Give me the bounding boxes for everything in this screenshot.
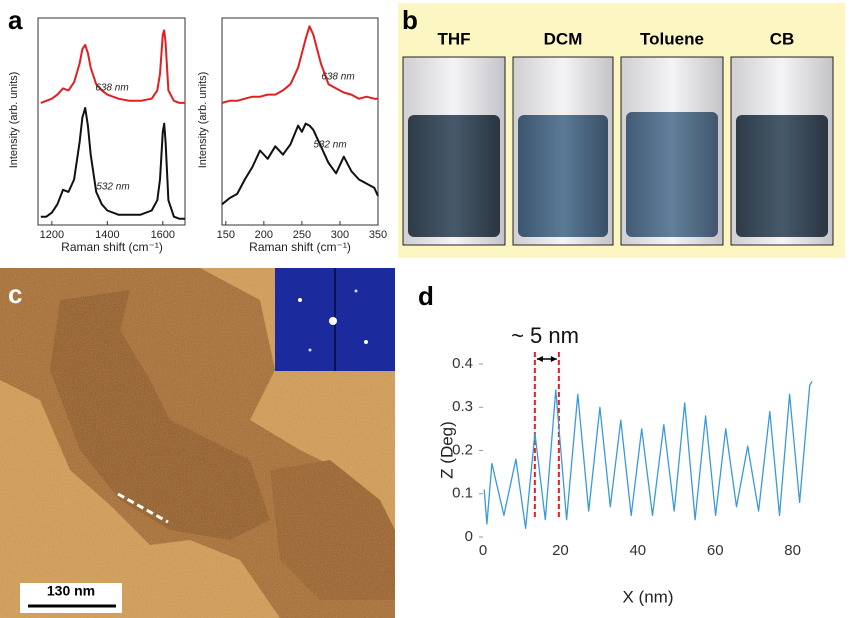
x-axis-label: Raman shift (cm⁻¹) bbox=[61, 240, 163, 254]
y-tick-label: 0.4 bbox=[452, 355, 473, 372]
x-tick-label: 1600 bbox=[151, 229, 175, 241]
series-label: 532 nm bbox=[96, 182, 129, 193]
y-axis-label: Intensity (arb. units) bbox=[8, 72, 20, 169]
x-tick-label: 80 bbox=[784, 542, 801, 559]
plot-frame bbox=[221, 17, 379, 226]
y-tick-label: 0.3 bbox=[452, 398, 473, 415]
afm-image bbox=[0, 268, 395, 618]
solvent-label: DCM bbox=[544, 29, 583, 48]
vials bbox=[402, 56, 834, 246]
series-label: 638 nm bbox=[95, 83, 128, 94]
series-label: 638 nm bbox=[321, 72, 354, 83]
y-tick-label: 0 bbox=[465, 528, 473, 545]
x-tick-label: 40 bbox=[629, 542, 646, 559]
x-tick-label: 1400 bbox=[95, 229, 119, 241]
series-line bbox=[40, 107, 185, 220]
x-tick-label: 250 bbox=[293, 229, 311, 241]
x-tick-label: 300 bbox=[331, 229, 349, 241]
series-line bbox=[221, 122, 379, 206]
series-line bbox=[221, 25, 378, 104]
y-tick-label: 0.1 bbox=[452, 485, 473, 502]
series-line bbox=[483, 380, 813, 530]
x-tick-label: 60 bbox=[707, 542, 724, 559]
series-label: 532 nm bbox=[313, 140, 346, 151]
annotation: ~ 5 nm bbox=[511, 323, 579, 348]
x-tick-label: 350 bbox=[369, 229, 387, 241]
panel-label: a bbox=[8, 5, 23, 35]
y-axis-label: Z (Deg) bbox=[437, 421, 456, 479]
plot-frame bbox=[37, 17, 186, 226]
solvent-label: Toluene bbox=[640, 29, 704, 48]
x-tick-label: 200 bbox=[255, 229, 273, 241]
series-line bbox=[40, 29, 185, 104]
x-axis-label: X (nm) bbox=[623, 587, 674, 606]
y-tick-label: 0.2 bbox=[452, 441, 473, 458]
solvent-label: THF bbox=[437, 29, 470, 48]
x-tick-label: 20 bbox=[552, 542, 569, 559]
x-axis-label: Raman shift (cm⁻¹) bbox=[249, 240, 351, 254]
panel-label: c bbox=[8, 279, 22, 309]
arrow-head bbox=[536, 356, 557, 362]
x-tick-label: 0 bbox=[479, 542, 487, 559]
x-tick-label: 1200 bbox=[40, 229, 64, 241]
y-axis-label: Intensity (arb. units) bbox=[197, 72, 209, 169]
panel-label: b bbox=[402, 5, 418, 35]
solvent-label: CB bbox=[770, 29, 795, 48]
scale-bar-label: 130 nm bbox=[47, 583, 95, 599]
x-tick-label: 150 bbox=[217, 229, 235, 241]
panel-label: d bbox=[418, 281, 434, 311]
